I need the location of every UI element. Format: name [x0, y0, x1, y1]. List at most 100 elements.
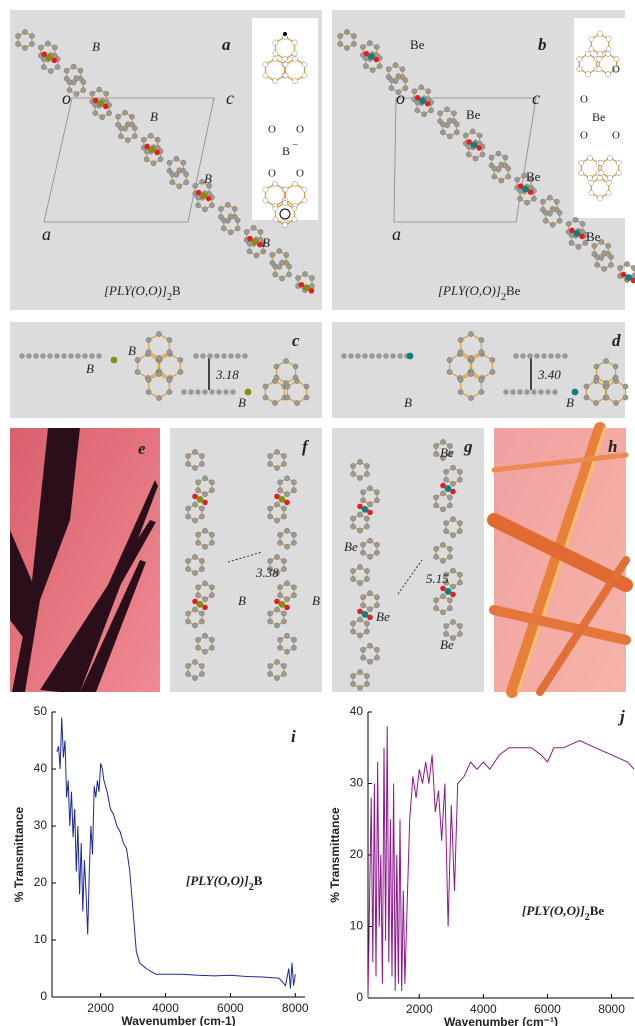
atom: [177, 184, 182, 189]
atom: [277, 593, 282, 598]
atom: [457, 469, 462, 474]
atom: [254, 253, 259, 258]
atom: [274, 607, 279, 612]
atom: [115, 114, 120, 119]
atom: [292, 217, 297, 222]
atom: [78, 68, 83, 73]
atom: [562, 353, 568, 359]
atom: [580, 221, 585, 226]
inset-atom: O: [612, 130, 620, 142]
atom: [555, 353, 561, 359]
atom: [89, 353, 95, 359]
atom: [440, 594, 445, 599]
atom: [443, 469, 448, 474]
atom: [281, 558, 286, 563]
atom: [419, 85, 424, 90]
atom: [202, 528, 207, 533]
atom: [291, 585, 296, 590]
atom: [360, 490, 365, 495]
inset-atom: O: [268, 168, 276, 180]
atom: [447, 598, 452, 603]
atom: [603, 380, 608, 385]
atom: [447, 118, 452, 123]
atom: [199, 514, 204, 519]
atom: [360, 498, 365, 503]
atom: [468, 371, 473, 376]
atom: [41, 56, 46, 61]
center-atom: [149, 146, 156, 153]
atom: [304, 384, 309, 389]
atom: [181, 160, 186, 165]
atom: [524, 389, 530, 395]
atom: [357, 512, 362, 517]
atom: [267, 514, 272, 519]
atom: [295, 275, 300, 280]
atom: [605, 71, 610, 76]
atom-label: B: [262, 235, 270, 250]
y-tick-label: 0: [356, 990, 363, 1004]
atom: [185, 506, 190, 511]
atom: [447, 134, 452, 139]
atom: [144, 149, 149, 154]
atom: [367, 486, 372, 491]
atom: [135, 369, 140, 374]
atom: [440, 507, 445, 512]
atom: [192, 518, 197, 523]
atom: [185, 461, 190, 466]
atom: [597, 66, 602, 71]
atom: [283, 187, 288, 192]
atom: [389, 78, 394, 83]
atom: [599, 170, 604, 175]
atom: [454, 122, 459, 127]
inset-atom: O: [296, 168, 304, 180]
atom: [273, 51, 278, 56]
atom: [93, 111, 98, 116]
atom: [457, 521, 462, 526]
atom: [148, 133, 153, 138]
atom: [272, 56, 277, 61]
atom: [490, 357, 495, 362]
atom: [374, 490, 379, 495]
atom: [400, 67, 405, 72]
atom: [602, 250, 607, 255]
atom: [33, 353, 39, 359]
atom: [492, 166, 497, 171]
atom: [274, 659, 279, 664]
atom: [374, 595, 379, 600]
atom: [357, 459, 362, 464]
center-atom: [97, 100, 104, 107]
x-tick-label: 8000: [598, 1002, 625, 1016]
atom: [613, 375, 618, 380]
atom: [458, 337, 463, 342]
atom: [283, 62, 288, 67]
atom: [270, 252, 275, 257]
atom: [606, 46, 611, 51]
atom: [543, 210, 548, 215]
atom: [193, 183, 198, 188]
atom: [273, 264, 278, 269]
atom: [228, 214, 233, 219]
center-atom: [407, 353, 414, 360]
atom: [292, 56, 297, 61]
atom: [447, 503, 452, 508]
atom: [506, 166, 511, 171]
atom: [527, 353, 533, 359]
atom-label: Be: [344, 539, 358, 554]
atom: [129, 114, 134, 119]
atom: [517, 389, 523, 395]
atom: [293, 364, 298, 369]
atom: [309, 283, 314, 288]
atom: [199, 506, 204, 511]
atom: [466, 152, 471, 157]
atom: [263, 384, 268, 389]
atom: [412, 89, 417, 94]
atom: [192, 570, 197, 575]
atom: [26, 353, 32, 359]
atom: [195, 488, 200, 493]
atom: [291, 593, 296, 598]
axis-label: o: [396, 88, 405, 108]
atom: [517, 196, 522, 201]
atom: [531, 196, 536, 201]
atom: [221, 353, 227, 359]
atom: [192, 449, 197, 454]
